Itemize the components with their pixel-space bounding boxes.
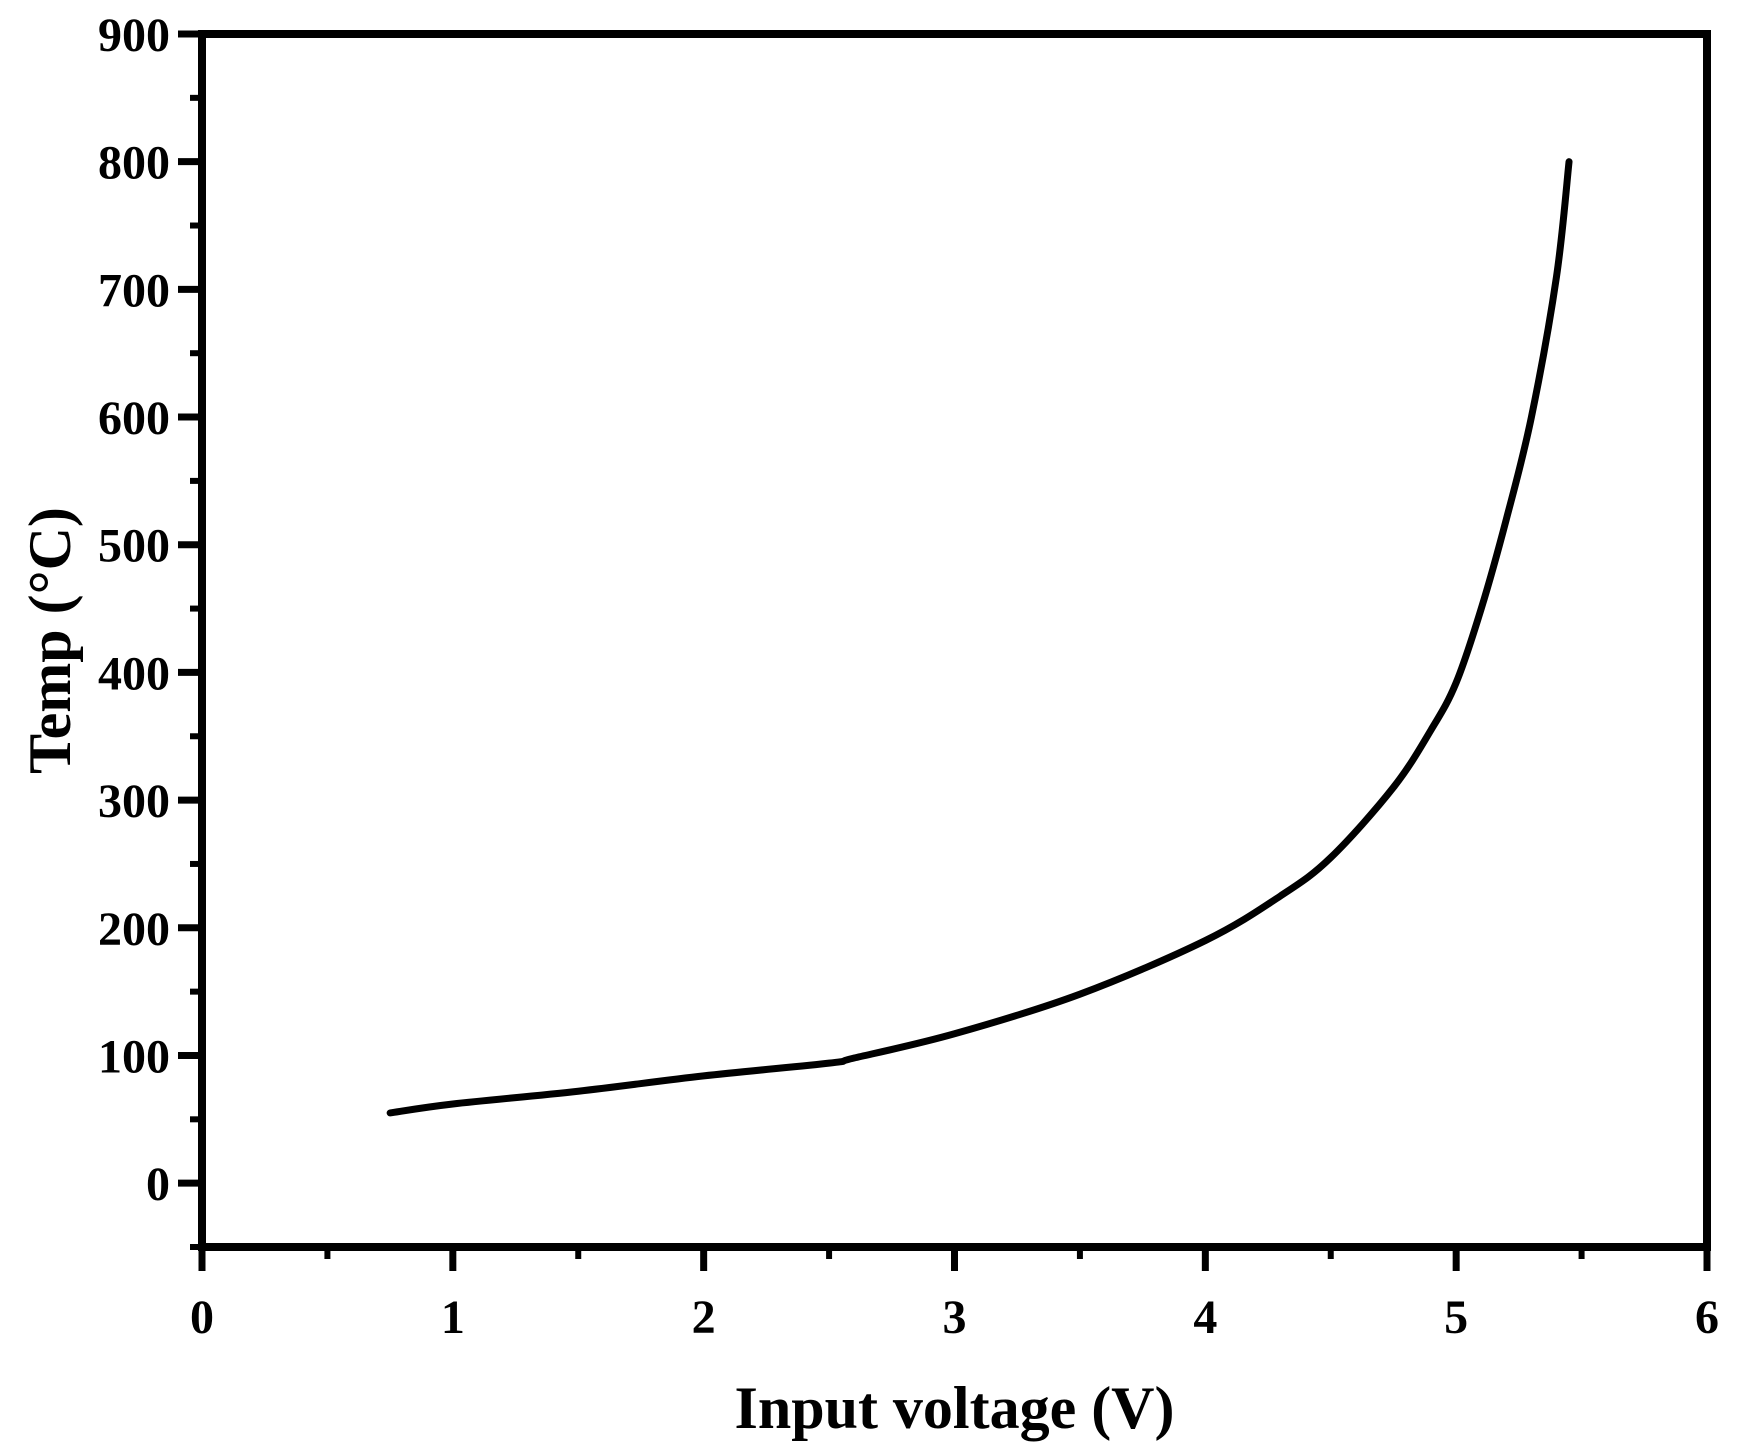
x-tick-label: 0 bbox=[190, 1291, 214, 1344]
plot-frame bbox=[198, 30, 1711, 1251]
y-tick-label: 300 bbox=[98, 775, 170, 828]
y-tick-label: 100 bbox=[98, 1030, 170, 1083]
y-tick-label: 0 bbox=[146, 1158, 170, 1211]
y-tick-label: 400 bbox=[98, 647, 170, 700]
series-layer bbox=[386, 158, 1573, 1117]
series-line bbox=[386, 158, 1573, 1117]
x-tick-label: 2 bbox=[692, 1291, 716, 1344]
y-tick-label: 700 bbox=[98, 264, 170, 317]
y-tick-label: 500 bbox=[98, 520, 170, 573]
y-tick-label: 600 bbox=[98, 392, 170, 445]
y-tick-labels: 0 100 200 300 400 500 600 700 800 900 bbox=[98, 9, 170, 1211]
x-tick-label: 6 bbox=[1695, 1291, 1719, 1344]
y-axis-title: Temp (°C) bbox=[17, 507, 83, 774]
y-tick-label: 800 bbox=[98, 137, 170, 190]
x-axis-title: Input voltage (V) bbox=[734, 1375, 1174, 1441]
x-tick-label: 4 bbox=[1193, 1291, 1217, 1344]
x-tick-label: 1 bbox=[441, 1291, 465, 1344]
y-tick-label: 900 bbox=[98, 9, 170, 62]
x-tick-labels: 0 1 2 3 4 5 6 bbox=[190, 1291, 1719, 1344]
x-tick-label: 5 bbox=[1444, 1291, 1468, 1344]
y-tick-label: 200 bbox=[98, 903, 170, 956]
x-tick-label: 3 bbox=[943, 1291, 967, 1344]
